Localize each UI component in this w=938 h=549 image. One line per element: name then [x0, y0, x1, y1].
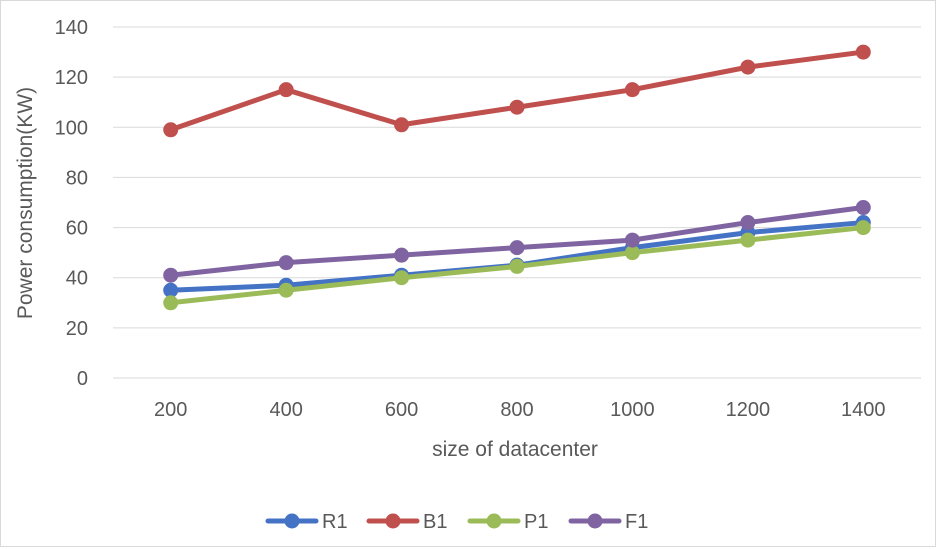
- x-tick-label: 1000: [610, 399, 655, 421]
- x-tick-label: 200: [154, 399, 187, 421]
- legend-marker: [385, 513, 401, 529]
- data-point: [740, 232, 756, 248]
- data-point: [394, 270, 410, 286]
- legend-item: P1: [467, 511, 548, 533]
- data-point: [394, 117, 410, 133]
- data-point: [855, 220, 871, 236]
- y-tick-label: 40: [66, 268, 88, 290]
- series-F1: [163, 200, 871, 283]
- x-tick-label: 400: [269, 399, 302, 421]
- data-point: [624, 82, 640, 98]
- data-point: [278, 282, 294, 298]
- legend-marker: [284, 513, 300, 529]
- y-tick-label: 120: [55, 67, 88, 89]
- x-tick-label: 600: [385, 399, 418, 421]
- legend-marker: [587, 513, 603, 529]
- y-tick-label: 100: [55, 117, 88, 139]
- data-point: [740, 215, 756, 231]
- y-axis-ticks: 0 20 40 60 80 100 120 140: [55, 17, 88, 390]
- data-point: [278, 255, 294, 271]
- data-point: [394, 247, 410, 263]
- x-tick-label: 1200: [726, 399, 771, 421]
- legend-label: F1: [625, 511, 648, 533]
- series-line: [168, 49, 866, 133]
- series: [163, 44, 871, 311]
- x-tick-label: 1400: [841, 399, 886, 421]
- data-point: [163, 282, 179, 298]
- data-point: [278, 82, 294, 98]
- data-point: [855, 200, 871, 216]
- y-tick-label: 80: [66, 167, 88, 189]
- y-tick-label: 140: [55, 17, 88, 39]
- data-point: [855, 44, 871, 60]
- data-point: [163, 122, 179, 138]
- series-line: [168, 220, 866, 293]
- legend-label: P1: [524, 511, 548, 533]
- legend: R1 B1 P1 F1: [265, 511, 648, 533]
- legend-label: B1: [423, 511, 447, 533]
- x-axis-ticks: 200 400 600 800 1000 1200 1400: [154, 399, 886, 421]
- x-axis-title: size of datacenter: [432, 438, 598, 461]
- y-tick-label: 0: [77, 368, 88, 390]
- data-point: [624, 245, 640, 261]
- legend-item: R1: [265, 511, 348, 533]
- series-B1: [163, 44, 871, 138]
- data-point: [163, 267, 179, 283]
- series-P1: [163, 220, 871, 311]
- y-tick-label: 20: [66, 318, 88, 340]
- x-tick-label: 800: [500, 399, 533, 421]
- data-point: [509, 240, 525, 256]
- data-point: [740, 59, 756, 75]
- legend-item: B1: [366, 511, 447, 533]
- y-tick-label: 60: [66, 218, 88, 240]
- data-point: [624, 232, 640, 248]
- data-point: [163, 295, 179, 311]
- y-axis-title: Power consumption(KW): [14, 87, 37, 319]
- legend-item: F1: [568, 511, 648, 533]
- gridlines: [113, 26, 921, 379]
- legend-label: R1: [322, 511, 348, 533]
- data-point: [509, 99, 525, 115]
- legend-marker: [486, 513, 502, 529]
- data-point: [509, 258, 525, 274]
